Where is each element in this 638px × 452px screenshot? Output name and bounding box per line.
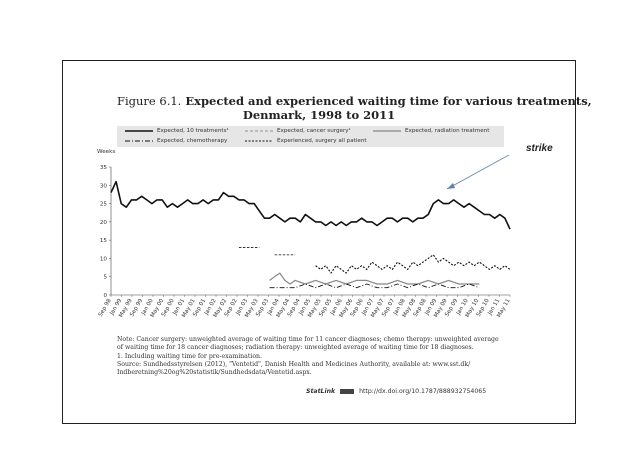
y-tick-label: 25 <box>100 202 108 208</box>
y-axis-label: Weeks <box>97 149 116 155</box>
legend-swatch-solid-thick <box>125 130 153 132</box>
series-line-expected-10-treatments <box>110 180 511 230</box>
y-tick-label: 0 <box>103 293 107 299</box>
statlink-icon <box>340 388 355 394</box>
figure-number: Figure 6.1. <box>117 94 182 108</box>
legend-item-expected-radiation-treatment: Expected, radiation treatment <box>373 128 489 134</box>
legend-label: Expected, 10 treatments¹ <box>157 128 229 134</box>
y-tick-label: 15 <box>100 238 108 244</box>
legend-label: Expected, radiation treatment <box>405 128 490 134</box>
legend-swatch-dotted-dashed <box>245 140 273 142</box>
y-tick-label: 5 <box>103 275 107 281</box>
note-line-1: Note: Cancer surgery: unweighted average… <box>117 336 499 343</box>
y-tick-label: 30 <box>100 183 108 189</box>
footnote: 1. Including waiting time for pre-examin… <box>117 352 262 360</box>
legend-label: Expected, chemotherapy <box>157 138 228 144</box>
arrow-line <box>446 155 510 190</box>
legend-swatch-dashed-thin <box>245 130 273 132</box>
annotation-arrow <box>446 155 510 190</box>
series-line-expected-radiation-treatment <box>269 272 480 285</box>
figure-title-line2: Denmark, 1998 to 2011 <box>242 108 396 122</box>
legend-swatch-solid-gray <box>373 130 401 132</box>
y-tick-label: 10 <box>100 256 108 262</box>
series-line-expected-chemotherapy <box>269 283 480 289</box>
figure-notes: Note: Cancer surgery: unweighted average… <box>117 336 517 377</box>
legend-label: Expected, cancer surgery¹ <box>277 128 351 134</box>
series-lines <box>110 180 511 289</box>
source-line-2: Indberetning%20og%20statistik/Sundhedsda… <box>117 369 312 377</box>
legend-item-expected-10-treatments: Expected, 10 treatments¹ <box>125 128 229 134</box>
y-tick-label: 20 <box>100 220 108 226</box>
source-line-1: Source: Sundhedsstyrelsen (2012), "Vente… <box>117 360 471 368</box>
statlink-label: StatLink <box>306 388 336 395</box>
series-line-experienced-surgery-all-patient <box>315 254 511 274</box>
annotation-text: strike <box>526 143 553 154</box>
note-line-2: of waiting time for 18 cancer diagnoses;… <box>117 344 474 352</box>
slide-frame <box>62 60 576 424</box>
y-tick-label: 35 <box>100 165 108 171</box>
legend-item-experienced-surgery: Experienced, surgery all patient <box>245 138 367 144</box>
legend-label: Experienced, surgery all patient <box>277 138 367 144</box>
legend-swatch-dash-dot <box>125 140 153 142</box>
chart-legend: Expected, 10 treatments¹ Expected, cance… <box>117 126 504 147</box>
statlink-url[interactable]: http://dx.doi.org/10.1787/888932754065 <box>359 388 487 395</box>
statlink: StatLink http://dx.doi.org/10.1787/88893… <box>306 388 486 395</box>
figure-title-line1: Expected and experienced waiting time fo… <box>185 94 592 108</box>
legend-item-expected-chemotherapy: Expected, chemotherapy <box>125 138 227 144</box>
arrow-head <box>447 183 455 189</box>
legend-item-expected-cancer-surgery: Expected, cancer surgery¹ <box>245 128 351 134</box>
figure-title: Figure 6.1. Expected and experienced wai… <box>117 94 592 108</box>
